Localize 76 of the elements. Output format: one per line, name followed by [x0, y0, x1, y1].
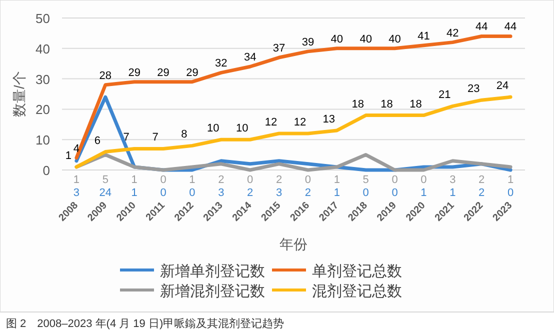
data-label: 24 — [496, 80, 509, 92]
data-label: 0 — [507, 187, 514, 199]
data-label: 40 — [330, 33, 344, 46]
data-label: 40 — [388, 33, 401, 46]
data-label: 21 — [438, 89, 451, 102]
data-label: 29 — [128, 66, 140, 79]
data-label: 1 — [334, 174, 340, 186]
data-label: 3 — [450, 174, 456, 186]
data-label: 29 — [186, 66, 198, 79]
data-label: 39 — [302, 36, 314, 48]
y-tick-label: 0 — [42, 163, 50, 178]
data-label: 0 — [420, 174, 427, 186]
legend-label: 新增混剂登记数 — [160, 283, 265, 300]
data-label: 18 — [410, 98, 422, 110]
data-label: 29 — [157, 66, 170, 79]
data-label: 12 — [294, 116, 306, 129]
data-label: 24 — [99, 187, 112, 199]
data-label: 37 — [272, 42, 286, 55]
data-label: 10 — [207, 122, 220, 135]
data-label: 13 — [322, 113, 336, 126]
data-label: 1 — [131, 174, 138, 186]
y-tick-label: 30 — [36, 72, 50, 87]
data-label: 3 — [218, 187, 224, 199]
data-label: 41 — [418, 30, 430, 42]
data-label: 40 — [360, 33, 372, 46]
data-label: 2 — [304, 187, 312, 199]
data-label: 0 — [189, 187, 196, 199]
data-label: 0 — [362, 187, 369, 199]
data-label: 10 — [236, 122, 248, 135]
caption: 图 2 2008–2023 年(4 月 19 日)甲哌鎓及其混剂登记趋势 — [6, 317, 284, 330]
data-label: 0 — [392, 174, 398, 186]
legend-label: 单剂登记总数 — [312, 263, 402, 280]
data-label: 44 — [475, 21, 488, 34]
y-axis-title: 数量/个 — [11, 71, 27, 117]
data-label: 3 — [73, 187, 80, 199]
legend-label: 混剂登记总数 — [312, 283, 402, 300]
data-label: 34 — [244, 52, 256, 64]
data-label: 0 — [304, 174, 312, 186]
data-label: 2 — [478, 174, 485, 186]
y-tick-label: 10 — [36, 132, 50, 148]
legend-label: 新增单剂登记数 — [160, 263, 265, 280]
data-label: 1 — [334, 187, 340, 199]
y-tick-label: 50 — [36, 11, 50, 26]
data-label: 1 — [420, 187, 427, 199]
y-tick-label: 20 — [36, 102, 50, 118]
data-label: 6 — [94, 134, 100, 147]
data-label: 2 — [218, 174, 224, 186]
y-tick-label: 40 — [36, 41, 50, 56]
data-label: 32 — [215, 58, 228, 70]
data-label: 7 — [152, 132, 158, 144]
data-label: 0 — [160, 174, 166, 186]
data-label: 2 — [247, 187, 254, 199]
data-label: 2 — [276, 174, 282, 186]
data-label: 3 — [276, 187, 282, 199]
data-label: 1 — [189, 174, 196, 186]
data-label: 1 — [131, 187, 138, 199]
data-label: 28 — [99, 70, 112, 82]
data-label: 7 — [123, 132, 130, 144]
data-label: 42 — [446, 27, 459, 40]
data-label: 12 — [264, 116, 278, 129]
x-axis-title: 年份 — [280, 236, 308, 252]
data-label: 18 — [380, 98, 393, 110]
data-label: 1 — [507, 174, 514, 186]
data-label: 44 — [504, 21, 517, 34]
data-label: 0 — [160, 187, 166, 199]
data-label: 23 — [467, 83, 480, 96]
data-label: 5 — [102, 174, 108, 186]
data-label: 2 — [478, 187, 485, 199]
data-label: 0 — [247, 174, 254, 186]
data-label: 1 — [65, 150, 72, 162]
data-label: 1 — [450, 187, 456, 199]
data-label: 8 — [181, 128, 188, 141]
data-label: 0 — [392, 187, 398, 199]
data-label: 5 — [362, 174, 369, 186]
data-label: 18 — [352, 98, 364, 110]
data-label: 1 — [73, 174, 80, 186]
